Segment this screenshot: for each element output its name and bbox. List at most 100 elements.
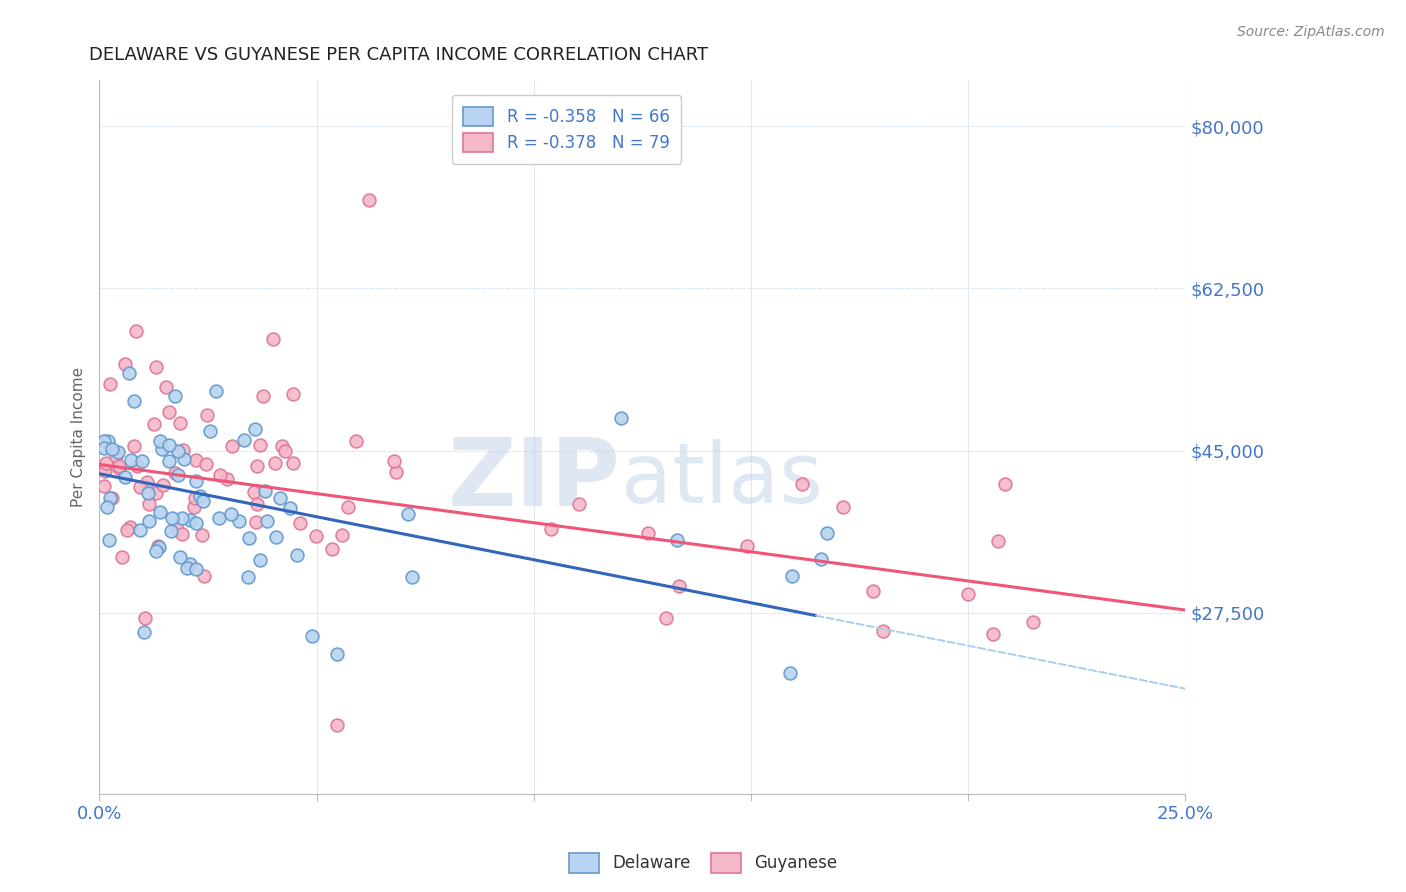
- Point: [100, 376, 122, 391]
- Point: [167, 443, 190, 458]
- Point: [191, 493, 214, 508]
- Point: [983, 627, 1005, 641]
- Point: [149, 504, 172, 518]
- Point: [93, 441, 115, 455]
- Point: [138, 514, 160, 528]
- Point: [385, 466, 408, 480]
- Point: [145, 543, 167, 558]
- Point: [136, 475, 159, 490]
- Point: [143, 417, 166, 432]
- Point: [188, 489, 211, 503]
- Point: [666, 533, 689, 547]
- Point: [105, 450, 128, 464]
- Point: [184, 562, 207, 576]
- Point: [190, 528, 212, 542]
- Point: [93, 434, 115, 448]
- Point: [305, 529, 328, 543]
- Point: [325, 647, 347, 661]
- Point: [101, 442, 124, 457]
- Point: [249, 553, 271, 567]
- Point: [125, 459, 148, 474]
- Point: [780, 568, 803, 582]
- Point: [193, 568, 215, 582]
- Text: Source: ZipAtlas.com: Source: ZipAtlas.com: [1237, 25, 1385, 39]
- Point: [735, 539, 758, 553]
- Point: [540, 522, 562, 536]
- Point: [108, 461, 131, 475]
- Point: [172, 443, 194, 458]
- Point: [170, 526, 193, 541]
- Point: [219, 508, 242, 522]
- Point: [205, 384, 228, 398]
- Point: [357, 193, 380, 207]
- Point: [278, 501, 301, 516]
- Legend: R = -0.358   N = 66, R = -0.378   N = 79: R = -0.358 N = 66, R = -0.378 N = 79: [451, 95, 681, 163]
- Point: [157, 405, 180, 419]
- Point: [132, 625, 155, 640]
- Point: [122, 439, 145, 453]
- Point: [184, 516, 207, 531]
- Point: [288, 516, 311, 530]
- Point: [93, 462, 115, 476]
- Point: [114, 470, 136, 484]
- Point: [256, 514, 278, 528]
- Text: ZIP: ZIP: [447, 434, 620, 525]
- Point: [170, 511, 193, 525]
- Point: [779, 666, 801, 681]
- Point: [209, 467, 232, 482]
- Point: [179, 557, 201, 571]
- Point: [815, 525, 838, 540]
- Point: [337, 500, 360, 514]
- Point: [163, 389, 186, 403]
- Point: [330, 527, 353, 541]
- Point: [253, 484, 276, 499]
- Point: [115, 524, 138, 538]
- Point: [252, 389, 274, 403]
- Point: [243, 422, 266, 436]
- Point: [238, 531, 260, 545]
- Point: [228, 514, 250, 528]
- Point: [668, 578, 690, 592]
- Point: [326, 718, 349, 732]
- Text: DELAWARE VS GUYANESE PER CAPITA INCOME CORRELATION CHART: DELAWARE VS GUYANESE PER CAPITA INCOME C…: [89, 46, 707, 64]
- Point: [160, 524, 183, 539]
- Point: [264, 456, 287, 470]
- Point: [270, 439, 292, 453]
- Point: [862, 584, 884, 599]
- Point: [136, 486, 159, 500]
- Legend: Delaware, Guyanese: Delaware, Guyanese: [562, 847, 844, 880]
- Point: [792, 476, 814, 491]
- Point: [269, 491, 291, 506]
- Point: [179, 513, 201, 527]
- Point: [122, 393, 145, 408]
- Point: [655, 611, 678, 625]
- Point: [236, 569, 259, 583]
- Y-axis label: Per Capita Income: Per Capita Income: [72, 367, 86, 507]
- Point: [396, 507, 419, 521]
- Point: [96, 500, 118, 514]
- Point: [157, 438, 180, 452]
- Point: [107, 445, 129, 459]
- Point: [148, 540, 170, 554]
- Point: [94, 464, 117, 478]
- Point: [637, 525, 659, 540]
- Point: [96, 457, 118, 471]
- Point: [165, 467, 187, 481]
- Point: [111, 549, 134, 564]
- Point: [344, 434, 367, 449]
- Point: [169, 416, 191, 430]
- Point: [832, 500, 855, 514]
- Point: [264, 530, 287, 544]
- Point: [186, 474, 208, 488]
- Point: [114, 357, 136, 371]
- Point: [249, 437, 271, 451]
- Point: [568, 497, 591, 511]
- Point: [1022, 615, 1045, 630]
- Point: [157, 453, 180, 467]
- Point: [149, 434, 172, 449]
- Point: [145, 486, 167, 500]
- Point: [134, 611, 156, 625]
- Point: [155, 380, 177, 394]
- Point: [148, 540, 170, 554]
- Point: [195, 458, 218, 472]
